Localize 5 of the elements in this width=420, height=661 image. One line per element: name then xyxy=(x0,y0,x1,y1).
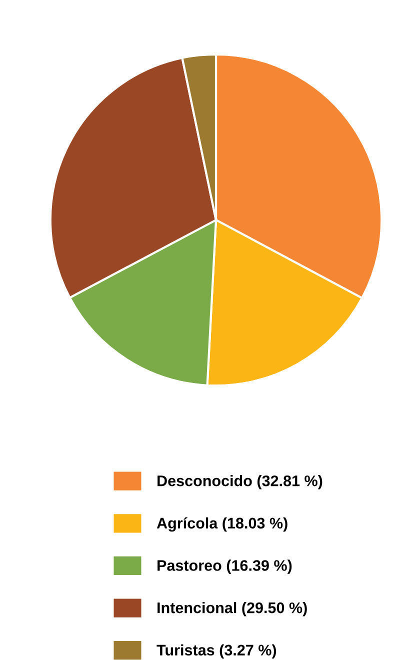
legend-label: Pastoreo (16.39 %) xyxy=(158,560,292,574)
legend-label: Agrícola (18.03 %) xyxy=(156,517,288,532)
legend-label: Turistas (3.27 %) xyxy=(156,644,276,659)
legend-label: Desconocido (32.81 %) xyxy=(158,475,322,490)
legend-label: Intencional (29.50 %) xyxy=(158,602,307,616)
